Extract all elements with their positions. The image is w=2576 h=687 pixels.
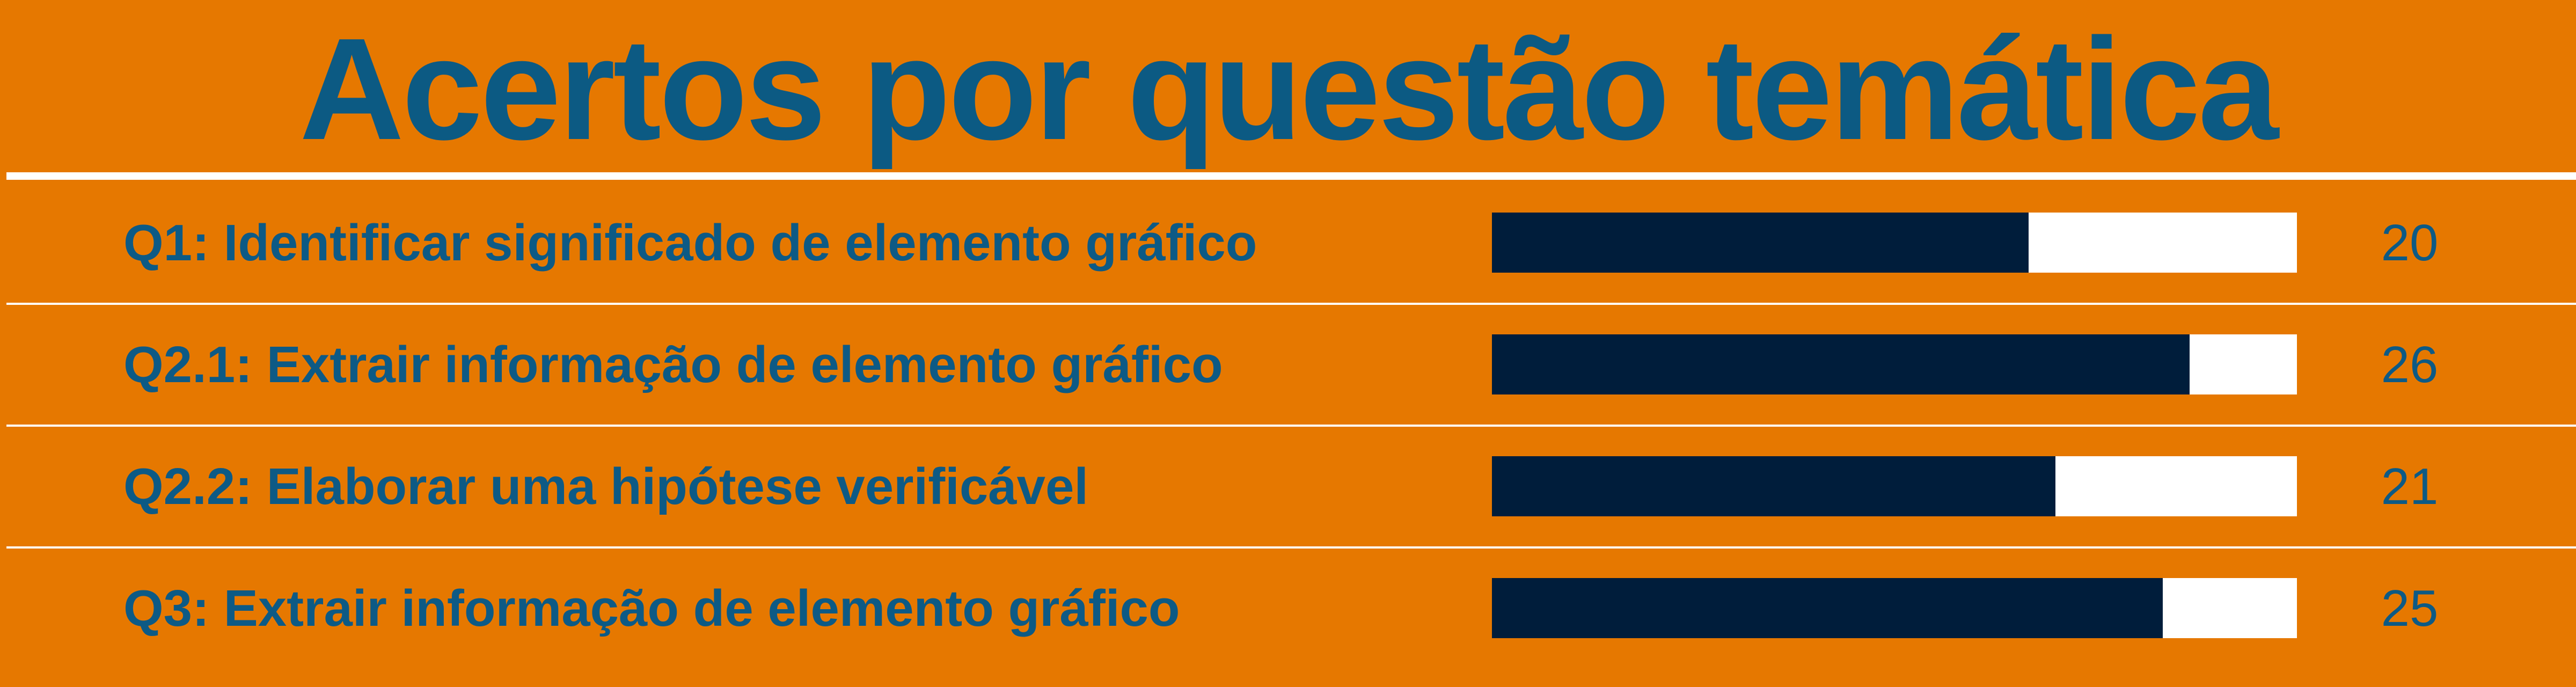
category-label: Q2.2: Elaborar uma hipótese verificável	[123, 457, 1089, 515]
category-label: Q2.1: Extrair informação de elemento grá…	[123, 335, 1223, 393]
category-label: Q3: Extrair informação de elemento gráfi…	[123, 579, 1180, 637]
bar-row: Q1: Identificar significado de elemento …	[0, 182, 2576, 304]
bar	[1492, 456, 2055, 516]
row-divider	[6, 546, 2576, 549]
bar	[1492, 213, 2029, 273]
row-divider	[6, 303, 2576, 305]
value-label: 20	[2381, 214, 2439, 272]
bar-row: Q2.1: Extrair informação de elemento grá…	[0, 304, 2576, 426]
value-label: 26	[2381, 335, 2439, 393]
row-divider	[6, 425, 2576, 427]
title-underline	[6, 172, 2576, 180]
bar-row: Q3: Extrair informação de elemento gráfi…	[0, 547, 2576, 669]
bar-row: Q2.2: Elaborar uma hipótese verificável 2…	[0, 426, 2576, 547]
bar-track	[1492, 456, 2297, 516]
bar	[1492, 578, 2163, 638]
value-label: 21	[2381, 457, 2439, 515]
chart-title: Acertos por questão temática	[299, 9, 2279, 170]
category-label: Q1: Identificar significado de elemento …	[123, 214, 1257, 272]
bar-track	[1492, 213, 2297, 273]
bar	[1492, 334, 2190, 394]
bar-track	[1492, 334, 2297, 394]
bar-track	[1492, 578, 2297, 638]
value-label: 25	[2381, 579, 2439, 637]
